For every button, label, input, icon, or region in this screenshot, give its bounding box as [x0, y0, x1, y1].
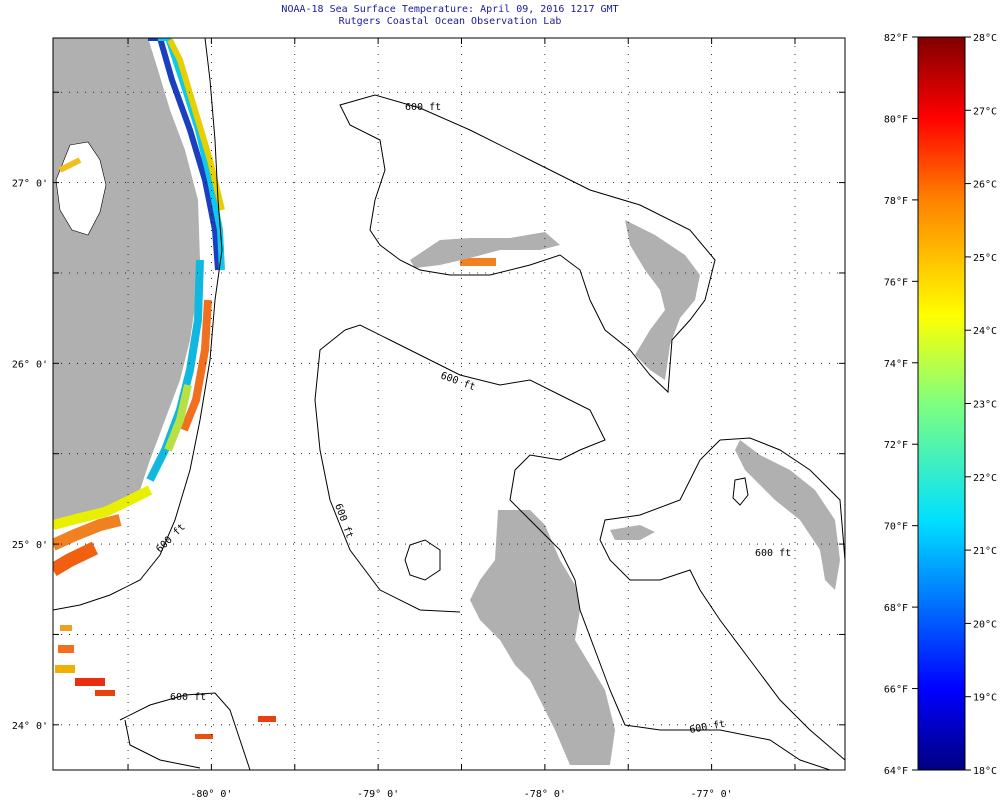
lon-tick-label: -80° 0'	[190, 789, 232, 800]
colorbar-f-label: 76°F	[884, 277, 908, 288]
lat-tick-label: 27° 0'	[12, 179, 48, 190]
colorbar-labels: 82°F 80°F 78°F 76°F 74°F 72°F 70°F 68°F 66°F 64°F…	[884, 33, 997, 777]
colorbar-c-label: 21°C	[973, 546, 997, 557]
lat-tick-label: 24° 0'	[12, 721, 48, 732]
contour-label: 600 ft	[689, 719, 726, 736]
colorbar-c-label: 22°C	[973, 473, 997, 484]
colorbar-c-label: 19°C	[973, 693, 997, 704]
colorbar-f-label: 74°F	[884, 359, 908, 370]
lat-tick-label: 25° 0'	[12, 540, 48, 551]
contour-label: 600 ft	[405, 102, 441, 113]
contour-label: 600 ft	[154, 522, 187, 555]
colorbar-f-label: 82°F	[884, 33, 908, 44]
axis-labels: -80° 0' -79° 0' -78° 0' -77° 0' 27° 0' 26° 0'…	[12, 179, 733, 800]
contour-label: 600 ft	[332, 502, 355, 540]
contour-label: 600 ft	[755, 548, 791, 559]
grand-bahama-land	[410, 232, 560, 268]
colorbar-f-label: 64°F	[884, 766, 908, 777]
colorbar	[917, 36, 966, 771]
colorbar-f-label: 80°F	[884, 114, 908, 125]
colorbar-c-label: 27°C	[973, 106, 997, 117]
map-title: NOAA-18 Sea Surface Temperature: April 0…	[281, 4, 619, 15]
colorbar-c-label: 28°C	[973, 33, 997, 44]
colorbar-f-label: 66°F	[884, 685, 908, 696]
colorbar-c-label: 18°C	[973, 766, 997, 777]
andros-land	[470, 510, 615, 765]
colorbar-c-label: 26°C	[973, 180, 997, 191]
colorbar-c-label: 25°C	[973, 253, 997, 264]
florida-land	[53, 38, 200, 525]
lat-tick-label: 26° 0'	[12, 359, 48, 370]
colorbar-f-label: 78°F	[884, 196, 908, 207]
colorbar-c-label: 23°C	[973, 400, 997, 411]
axis-ticks	[53, 38, 845, 770]
lon-tick-label: -78° 0'	[524, 789, 566, 800]
depth-contours	[53, 38, 845, 770]
abaco-land	[625, 220, 700, 380]
contour-label: 600 ft	[170, 692, 206, 703]
eleuthera-land	[735, 440, 840, 590]
map-frame	[52, 37, 846, 771]
lon-tick-label: -79° 0'	[357, 789, 399, 800]
colorbar-f-label: 70°F	[884, 522, 908, 533]
colorbar-f-label: 68°F	[884, 603, 908, 614]
map-subtitle: Rutgers Coastal Ocean Observation Lab	[338, 16, 562, 27]
colorbar-c-label: 20°C	[973, 619, 997, 630]
colorbar-f-label: 72°F	[884, 440, 908, 451]
lon-tick-label: -77° 0'	[691, 789, 733, 800]
new-providence-land	[610, 525, 655, 540]
colorbar-c-label: 24°C	[973, 326, 997, 337]
